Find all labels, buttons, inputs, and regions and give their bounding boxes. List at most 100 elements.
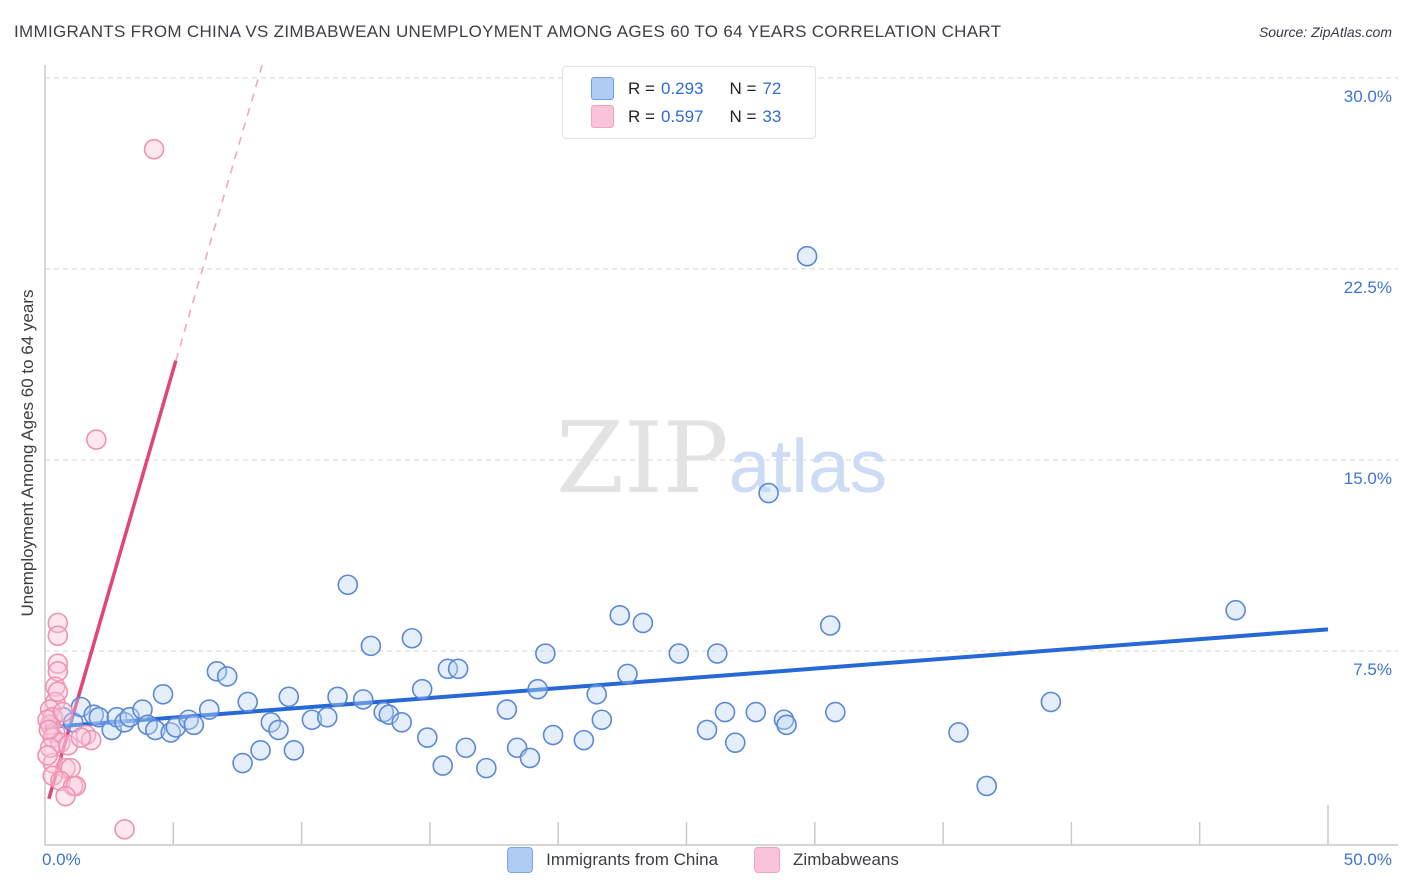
y-axis-title: Unemployment Among Ages 60 to 64 years bbox=[18, 289, 37, 617]
data-point-china bbox=[391, 711, 412, 733]
data-point-china bbox=[573, 729, 595, 751]
data-point-china bbox=[617, 663, 638, 685]
legend-item-china: Immigrants from China bbox=[507, 847, 718, 873]
legend-row-china: R = 0.293 N = 72 bbox=[591, 76, 801, 101]
data-point-china bbox=[206, 661, 228, 682]
data-point-zimbabwe bbox=[50, 770, 71, 792]
y-tick-label-7.5: 7.5% bbox=[1353, 659, 1392, 679]
china-series-swatch bbox=[591, 77, 614, 100]
zipatlas-watermark: ZIPatlas bbox=[556, 402, 887, 516]
source-attribution: Source: ZipAtlas.com bbox=[1258, 24, 1392, 40]
data-point-china bbox=[132, 699, 153, 720]
n-value: 72 bbox=[762, 78, 782, 98]
data-point-china bbox=[724, 732, 746, 753]
zimbabwe-series-swatch bbox=[591, 105, 614, 128]
legend-row-zimbabwe: R = 0.597 N = 33 bbox=[591, 104, 801, 129]
data-point-china bbox=[519, 747, 541, 769]
r-value: 0.293 bbox=[660, 78, 704, 98]
data-point-china bbox=[337, 574, 359, 596]
data-point-zimbabwe bbox=[70, 727, 92, 748]
data-point-china bbox=[411, 678, 433, 700]
data-point-china bbox=[352, 689, 374, 710]
legend-item-zimbabwe: Zimbabweans bbox=[754, 847, 899, 873]
data-point-china bbox=[696, 719, 718, 741]
zimbabwe-legend-label: Zimbabweans bbox=[793, 850, 899, 869]
n-label: N = bbox=[729, 106, 757, 126]
data-point-china bbox=[216, 666, 238, 687]
data-point-zimbabwe bbox=[86, 429, 107, 450]
data-point-china bbox=[417, 727, 438, 748]
data-point-zimbabwe bbox=[52, 701, 74, 723]
series-legend: Immigrants from China Zimbabweans bbox=[0, 847, 1406, 873]
page-title: IMMIGRANTS FROM CHINA VS ZIMBABWEAN UNEM… bbox=[14, 22, 1002, 41]
data-point-china bbox=[706, 643, 728, 664]
data-point-china bbox=[714, 701, 736, 723]
data-point-china bbox=[378, 704, 400, 725]
data-point-china bbox=[591, 709, 613, 731]
correlation-legend-box: R = 0.293 N = 72 R = 0.597 N = 33 bbox=[562, 66, 816, 139]
data-point-china bbox=[360, 635, 382, 657]
y-tick-label-15: 15.0% bbox=[1343, 468, 1392, 488]
data-point-china bbox=[1040, 691, 1062, 713]
data-point-china bbox=[447, 658, 469, 680]
data-point-china bbox=[819, 615, 841, 636]
n-value: 33 bbox=[762, 106, 782, 126]
data-point-china bbox=[301, 709, 323, 731]
data-point-china bbox=[632, 612, 654, 634]
data-point-zimbabwe bbox=[47, 653, 69, 675]
x-axis-max-label: 50.0% bbox=[1343, 850, 1392, 869]
data-point-china bbox=[101, 719, 123, 741]
data-point-china bbox=[145, 719, 166, 741]
data-point-china bbox=[432, 755, 454, 776]
data-point-china bbox=[825, 701, 846, 723]
data-point-china bbox=[758, 482, 779, 504]
data-point-china bbox=[668, 643, 690, 664]
zimbabwe-legend-swatch bbox=[754, 847, 781, 873]
data-point-china bbox=[796, 245, 818, 267]
x-axis-min-label: 0.0% bbox=[42, 850, 81, 869]
data-point-china bbox=[268, 719, 289, 741]
data-point-zimbabwe bbox=[50, 732, 71, 753]
data-point-china bbox=[152, 683, 174, 705]
data-point-zimbabwe bbox=[143, 138, 165, 160]
china-trend-line bbox=[44, 627, 1329, 730]
y-tick-label-22.5: 22.5% bbox=[1343, 277, 1392, 297]
data-point-china bbox=[776, 714, 797, 736]
data-point-china bbox=[745, 701, 767, 723]
data-point-china bbox=[283, 740, 305, 761]
data-point-china bbox=[542, 724, 564, 746]
data-point-china bbox=[455, 737, 477, 759]
n-label: N = bbox=[729, 78, 757, 98]
data-point-zimbabwe bbox=[47, 681, 69, 703]
data-point-china bbox=[1225, 599, 1246, 621]
data-point-china bbox=[88, 706, 110, 728]
data-point-china bbox=[535, 643, 556, 664]
data-point-china bbox=[609, 605, 631, 626]
data-point-zimbabwe bbox=[39, 737, 61, 759]
data-point-china bbox=[183, 714, 205, 736]
data-point-zimbabwe bbox=[37, 745, 58, 766]
r-value: 0.597 bbox=[660, 106, 704, 126]
data-point-zimbabwe bbox=[55, 757, 76, 779]
data-point-zimbabwe bbox=[47, 625, 69, 646]
data-point-china bbox=[278, 686, 300, 708]
zimbabwe-trend-extension bbox=[175, 64, 263, 361]
data-point-china bbox=[401, 627, 423, 649]
r-label: R = bbox=[628, 78, 655, 98]
data-point-china bbox=[316, 706, 338, 728]
y-tick-label-30: 30.0% bbox=[1343, 86, 1392, 106]
data-point-china bbox=[260, 711, 282, 733]
data-point-china bbox=[232, 752, 253, 774]
data-point-china bbox=[976, 775, 998, 797]
data-point-china bbox=[948, 722, 969, 743]
data-point-zimbabwe bbox=[38, 719, 60, 741]
china-legend-swatch bbox=[507, 847, 534, 873]
data-point-china bbox=[237, 691, 259, 713]
data-point-zimbabwe bbox=[114, 818, 135, 840]
data-point-china bbox=[496, 699, 518, 720]
data-point-china bbox=[527, 678, 548, 700]
r-label: R = bbox=[628, 106, 655, 126]
data-point-china bbox=[119, 706, 140, 728]
